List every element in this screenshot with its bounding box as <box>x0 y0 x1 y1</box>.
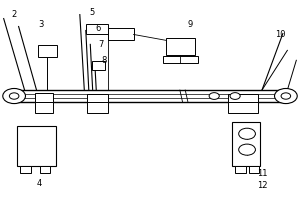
Bar <box>228 102 257 113</box>
Circle shape <box>239 128 255 139</box>
Bar <box>164 56 198 63</box>
Circle shape <box>230 93 240 99</box>
Bar <box>87 102 108 113</box>
Bar <box>228 94 257 102</box>
Bar <box>108 28 134 40</box>
Circle shape <box>209 93 219 99</box>
Bar <box>248 166 259 173</box>
Circle shape <box>9 93 19 99</box>
Bar <box>167 38 195 55</box>
Bar <box>92 61 105 70</box>
Text: 4: 4 <box>37 179 42 188</box>
Text: 10: 10 <box>274 30 285 39</box>
Text: 12: 12 <box>257 181 267 190</box>
Bar <box>87 94 108 102</box>
Bar <box>17 126 56 166</box>
Text: 5: 5 <box>89 8 94 17</box>
Text: 8: 8 <box>101 56 106 65</box>
Circle shape <box>281 93 291 99</box>
Bar <box>232 122 260 166</box>
Circle shape <box>239 144 255 155</box>
Bar <box>86 24 108 34</box>
Text: 7: 7 <box>98 40 104 49</box>
Bar <box>35 93 53 102</box>
Text: 2: 2 <box>11 10 17 19</box>
Bar <box>235 166 246 173</box>
Bar <box>35 102 53 113</box>
Text: 6: 6 <box>95 24 100 33</box>
Text: 3: 3 <box>38 20 44 29</box>
Bar <box>20 166 31 173</box>
Circle shape <box>274 88 297 104</box>
Bar <box>40 166 50 173</box>
Text: 11: 11 <box>257 169 267 178</box>
Circle shape <box>3 88 26 104</box>
Bar <box>38 45 57 57</box>
Text: 9: 9 <box>188 20 193 29</box>
